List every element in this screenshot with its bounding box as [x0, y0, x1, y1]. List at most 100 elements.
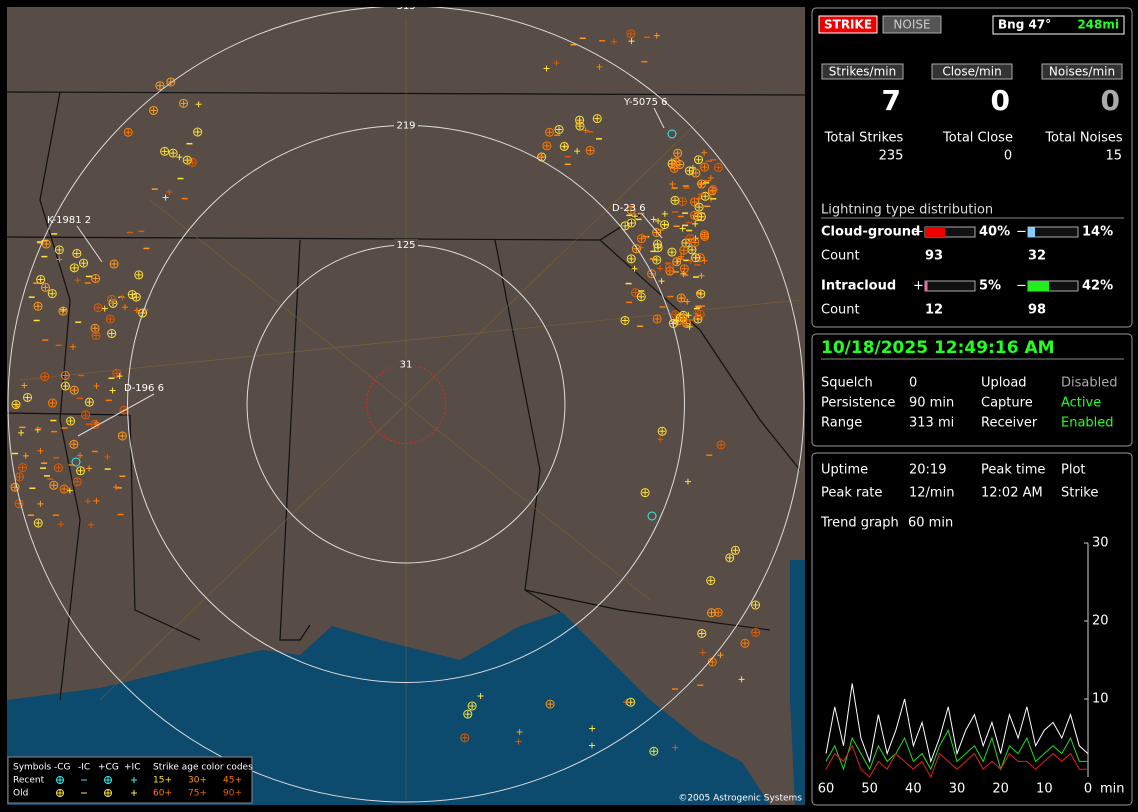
- strike-symbol: [93, 497, 100, 504]
- strike-symbol: [117, 431, 127, 441]
- legend-symbol: [104, 789, 112, 797]
- strike-symbol: [42, 284, 49, 291]
- strike-symbol: [18, 463, 28, 473]
- strike-symbol: [680, 247, 687, 254]
- trend-line: [825, 728, 1088, 771]
- legend-symbol: [56, 776, 64, 784]
- legend-label: Old: [13, 789, 28, 799]
- strike-symbol: [678, 295, 685, 302]
- strike-symbol: [698, 181, 705, 188]
- strike-symbol: [18, 429, 25, 436]
- strike-symbol: [698, 630, 705, 637]
- rate-label: Strikes/min: [829, 65, 896, 79]
- strike-symbol: [119, 294, 126, 301]
- strike-symbol: [630, 288, 640, 298]
- atlantic: [790, 560, 805, 805]
- strike-symbol: [41, 373, 48, 380]
- strike-symbol: [19, 464, 26, 471]
- setting: Active: [1061, 396, 1101, 411]
- strike-symbol: [460, 733, 470, 743]
- strike-symbol: [36, 274, 46, 284]
- strike-symbol: [752, 629, 759, 636]
- strike-symbol: [108, 296, 115, 303]
- strike-symbol: [713, 162, 723, 172]
- strike-symbol: [690, 197, 700, 207]
- strike-symbol: [669, 181, 676, 188]
- legend-label: -CG: [54, 763, 71, 773]
- strike-symbol: [693, 314, 703, 324]
- legend-symbol: [57, 777, 63, 783]
- y-tick-label: 20: [1092, 614, 1109, 629]
- strike-symbol: [647, 511, 657, 521]
- legend-symbol: [56, 789, 64, 797]
- strike-symbol: [650, 748, 657, 755]
- strike-symbol: [162, 194, 169, 201]
- strike-button[interactable]: [818, 15, 878, 34]
- legend-symbol: [105, 790, 111, 796]
- strike-symbol: [69, 263, 79, 273]
- strike-symbol: [706, 608, 716, 618]
- strike-symbol: [92, 330, 99, 337]
- bar-track: [924, 280, 976, 292]
- strike-symbol: [14, 403, 21, 410]
- strike-symbol: [653, 229, 660, 236]
- strike-symbol: [35, 520, 42, 527]
- legend-age: 75+: [188, 789, 207, 799]
- ring-label-bg: [394, 239, 418, 252]
- x-tick-label: 40: [905, 782, 922, 797]
- strike-symbol: [588, 742, 595, 749]
- strike-symbol: [62, 372, 69, 379]
- strike-symbol: [637, 244, 644, 251]
- strike-symbol: [701, 164, 708, 171]
- strike-symbol: [691, 168, 701, 178]
- strike-symbol: [658, 278, 665, 285]
- noise-button[interactable]: [882, 15, 942, 34]
- storm-leader: [653, 107, 665, 129]
- strike-symbol: [125, 129, 132, 136]
- legend-age: 30+: [188, 776, 207, 786]
- stat: 12:02 AM: [981, 486, 1043, 501]
- strike-symbol: [620, 315, 630, 325]
- bar-track: [1027, 226, 1079, 238]
- strike-symbol: [631, 244, 641, 254]
- strike-symbol: [47, 289, 57, 299]
- percent: 5%: [979, 279, 1001, 294]
- strike-symbol: [707, 577, 714, 584]
- strike-symbol: [116, 373, 123, 380]
- strike-symbol: [661, 210, 668, 217]
- strike-symbol: [77, 467, 84, 474]
- strike-symbol: [659, 428, 666, 435]
- datetime: 10/18/2025 12:49:16 AM: [821, 338, 1055, 358]
- strike-symbol: [92, 275, 99, 282]
- strike-symbol: [655, 244, 662, 251]
- strike-symbol: [47, 398, 57, 408]
- strike-symbol: [680, 270, 687, 277]
- strike-symbol: [576, 117, 583, 124]
- percent: 40%: [979, 225, 1010, 240]
- strike-symbol: [93, 419, 100, 426]
- strike-symbol: [90, 323, 100, 333]
- storm-label: K-1981 2: [47, 215, 91, 226]
- strike-symbol: [690, 210, 700, 220]
- strike-symbol: [738, 676, 745, 683]
- legend-label: Symbols: [13, 763, 52, 773]
- strike-symbol: [684, 478, 691, 485]
- legend-label: +IC: [124, 763, 140, 773]
- x-unit: min: [1100, 782, 1125, 797]
- strike-symbol: [54, 245, 64, 255]
- strike-symbol: [82, 411, 89, 418]
- strike-symbol: [594, 115, 601, 122]
- strike-symbol: [725, 553, 735, 563]
- legend-age: 15+: [153, 776, 172, 786]
- total-value: 235: [879, 149, 904, 164]
- strike-symbol: [107, 316, 114, 323]
- strike-symbol: [626, 254, 636, 264]
- strike-symbol: [121, 304, 128, 311]
- strike-symbol: [691, 239, 698, 246]
- stat: Plot: [1061, 463, 1086, 478]
- strike-symbol: [49, 400, 56, 407]
- strike-symbol: [652, 314, 662, 324]
- strike-symbol: [699, 649, 706, 656]
- strike-symbol: [112, 368, 122, 378]
- strike-symbol: [716, 440, 726, 450]
